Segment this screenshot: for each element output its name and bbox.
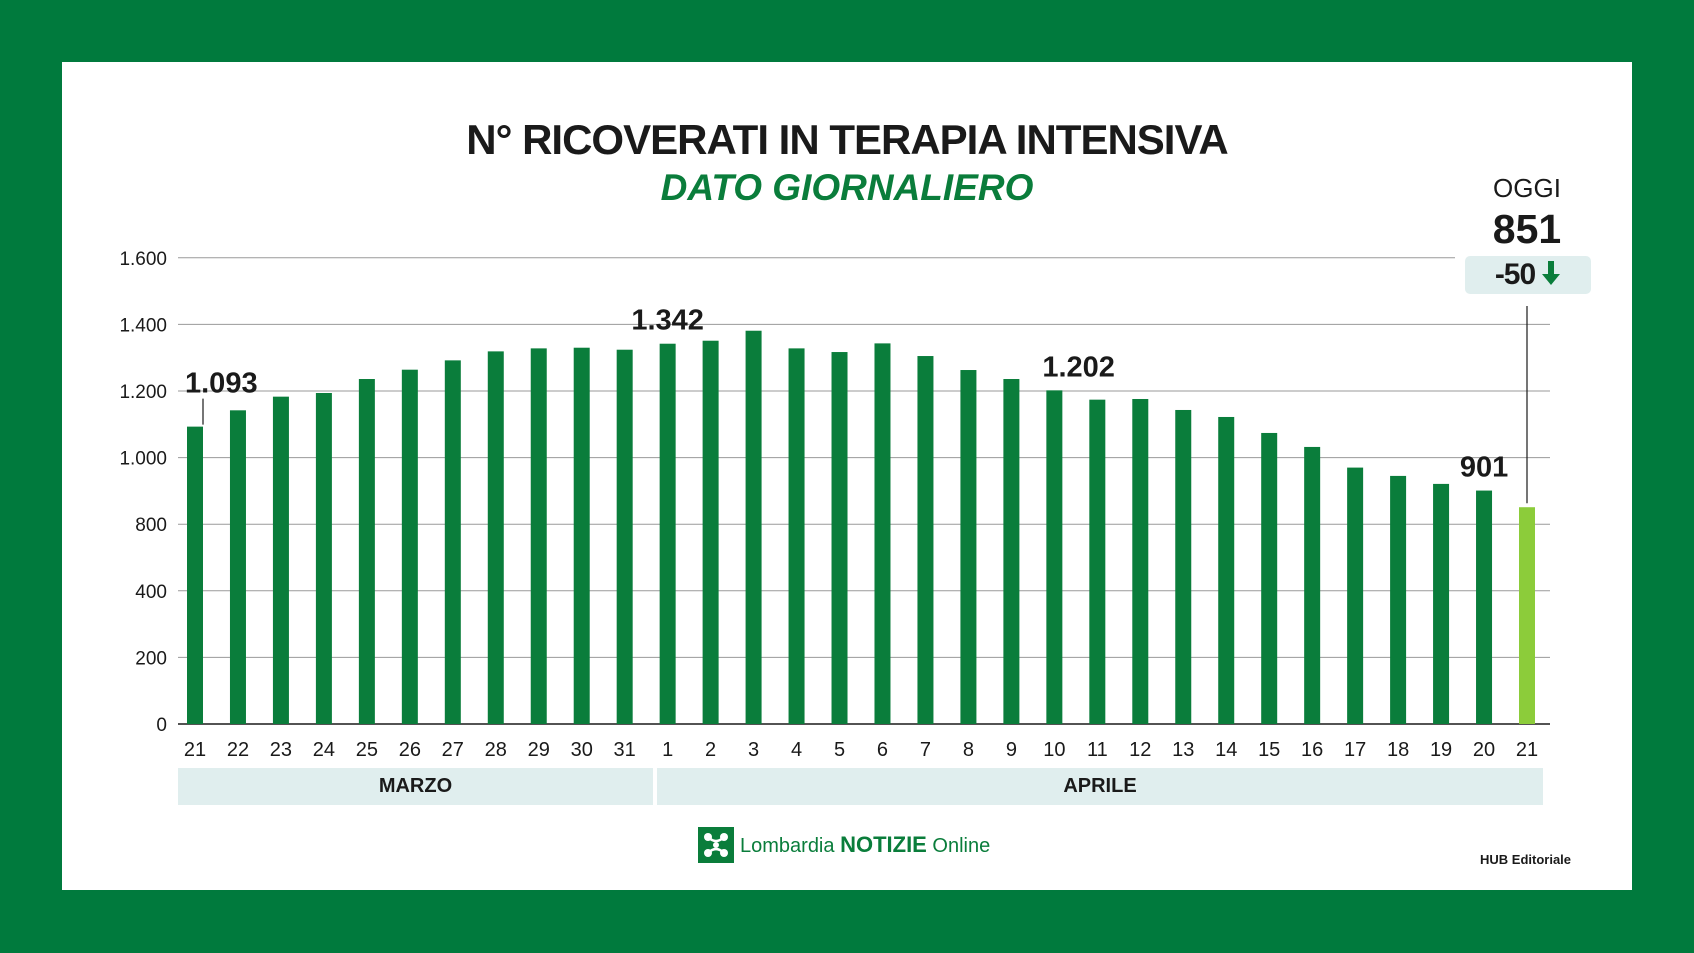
bar bbox=[1003, 379, 1020, 724]
x-tick-label: 8 bbox=[963, 739, 974, 761]
x-tick-label: 21 bbox=[1516, 739, 1538, 761]
y-tick-label: 800 bbox=[135, 515, 167, 536]
rosa-camuna-icon bbox=[698, 827, 734, 863]
x-tick-label: 21 bbox=[184, 739, 206, 761]
data-label: 901 bbox=[1460, 452, 1508, 484]
brand-name: Lombardia NOTIZIE Online bbox=[740, 832, 990, 858]
bar bbox=[788, 348, 805, 724]
y-tick-label: 1.400 bbox=[119, 315, 167, 336]
x-tick-label: 1 bbox=[662, 739, 673, 761]
brand-part-a: Lombardia bbox=[740, 835, 835, 857]
x-tick-label: 2 bbox=[705, 739, 716, 761]
today-label: OGGI bbox=[1493, 173, 1561, 203]
data-label: 1.342 bbox=[631, 305, 704, 337]
bar bbox=[659, 343, 676, 724]
x-tick-label: 4 bbox=[791, 739, 802, 761]
bar bbox=[1261, 432, 1278, 724]
today-delta-badge: -50 bbox=[1465, 256, 1591, 294]
x-tick-label: 10 bbox=[1043, 739, 1065, 761]
bar bbox=[187, 426, 203, 724]
x-tick-label: 7 bbox=[920, 739, 931, 761]
x-tick-label: 14 bbox=[1215, 739, 1237, 761]
x-tick-label: 28 bbox=[485, 739, 507, 761]
bar bbox=[1433, 483, 1450, 724]
bar bbox=[960, 370, 977, 724]
bar bbox=[401, 369, 418, 724]
y-tick-label: 1.600 bbox=[119, 249, 167, 270]
x-tick-label: 26 bbox=[399, 739, 421, 761]
x-tick-label: 9 bbox=[1006, 739, 1017, 761]
bar bbox=[1390, 475, 1407, 724]
x-tick-label: 16 bbox=[1301, 739, 1323, 761]
x-tick-label: 13 bbox=[1172, 739, 1194, 761]
x-tick-label: 15 bbox=[1258, 739, 1280, 761]
arrow-down-icon bbox=[1541, 260, 1561, 290]
y-tick-label: 200 bbox=[135, 648, 167, 669]
bar bbox=[1089, 399, 1106, 724]
month-band-marzo: MARZO bbox=[178, 768, 653, 805]
bar bbox=[616, 349, 633, 724]
bar bbox=[831, 352, 848, 724]
bar bbox=[1218, 416, 1235, 724]
bar bbox=[487, 351, 504, 724]
x-tick-label: 29 bbox=[528, 739, 550, 761]
bar bbox=[1132, 398, 1149, 724]
bar bbox=[358, 379, 375, 724]
bar bbox=[874, 343, 891, 724]
credit-text: HUB Editoriale bbox=[1480, 852, 1572, 867]
bar bbox=[1304, 446, 1321, 724]
x-tick-label: 18 bbox=[1387, 739, 1409, 761]
x-tick-label: 22 bbox=[227, 739, 249, 761]
x-tick-label: 31 bbox=[614, 739, 636, 761]
x-tick-label: 30 bbox=[571, 739, 593, 761]
x-tick-label: 23 bbox=[270, 739, 292, 761]
y-tick-label: 1.200 bbox=[119, 382, 167, 403]
x-tick-label: 12 bbox=[1129, 739, 1151, 761]
chart-title: N° RICOVERATI IN TERAPIA INTENSIVA bbox=[466, 116, 1228, 163]
brand-part-c: Online bbox=[932, 835, 991, 857]
bar bbox=[530, 348, 547, 724]
bar bbox=[229, 410, 246, 724]
bar bbox=[917, 356, 934, 724]
bar bbox=[315, 392, 332, 724]
bar bbox=[1175, 409, 1192, 724]
bar bbox=[573, 347, 590, 724]
x-tick-label: 25 bbox=[356, 739, 378, 761]
x-tick-label: 20 bbox=[1473, 739, 1495, 761]
x-tick-label: 5 bbox=[834, 739, 845, 761]
data-label: 1.202 bbox=[1042, 351, 1115, 383]
x-tick-label: 3 bbox=[748, 739, 759, 761]
brand-part-b: NOTIZIE bbox=[840, 832, 927, 857]
x-tick-label: 17 bbox=[1344, 739, 1366, 761]
bar bbox=[1046, 390, 1063, 724]
x-tick-label: 19 bbox=[1430, 739, 1452, 761]
month-band-aprile: APRILE bbox=[657, 768, 1543, 805]
bar bbox=[702, 340, 719, 724]
y-tick-label: 400 bbox=[135, 582, 167, 603]
y-tick-label: 0 bbox=[156, 715, 167, 736]
bar bbox=[1347, 467, 1364, 724]
x-tick-label: 27 bbox=[442, 739, 464, 761]
bar bbox=[1476, 490, 1493, 724]
bar bbox=[272, 396, 289, 724]
bar bbox=[444, 360, 461, 724]
brand-logo: Lombardia NOTIZIE Online bbox=[698, 827, 990, 863]
today-value: 851 bbox=[1492, 206, 1562, 252]
today-delta: -50 bbox=[1494, 258, 1536, 291]
y-tick-label: 1.000 bbox=[119, 449, 167, 470]
bar bbox=[745, 330, 762, 724]
bar bbox=[1519, 507, 1535, 724]
x-tick-label: 11 bbox=[1087, 739, 1108, 761]
x-tick-label: 6 bbox=[877, 739, 888, 761]
chart-subtitle: DATO GIORNALIERO bbox=[660, 167, 1034, 208]
data-label: 1.093 bbox=[185, 368, 258, 400]
x-tick-label: 24 bbox=[313, 739, 335, 761]
